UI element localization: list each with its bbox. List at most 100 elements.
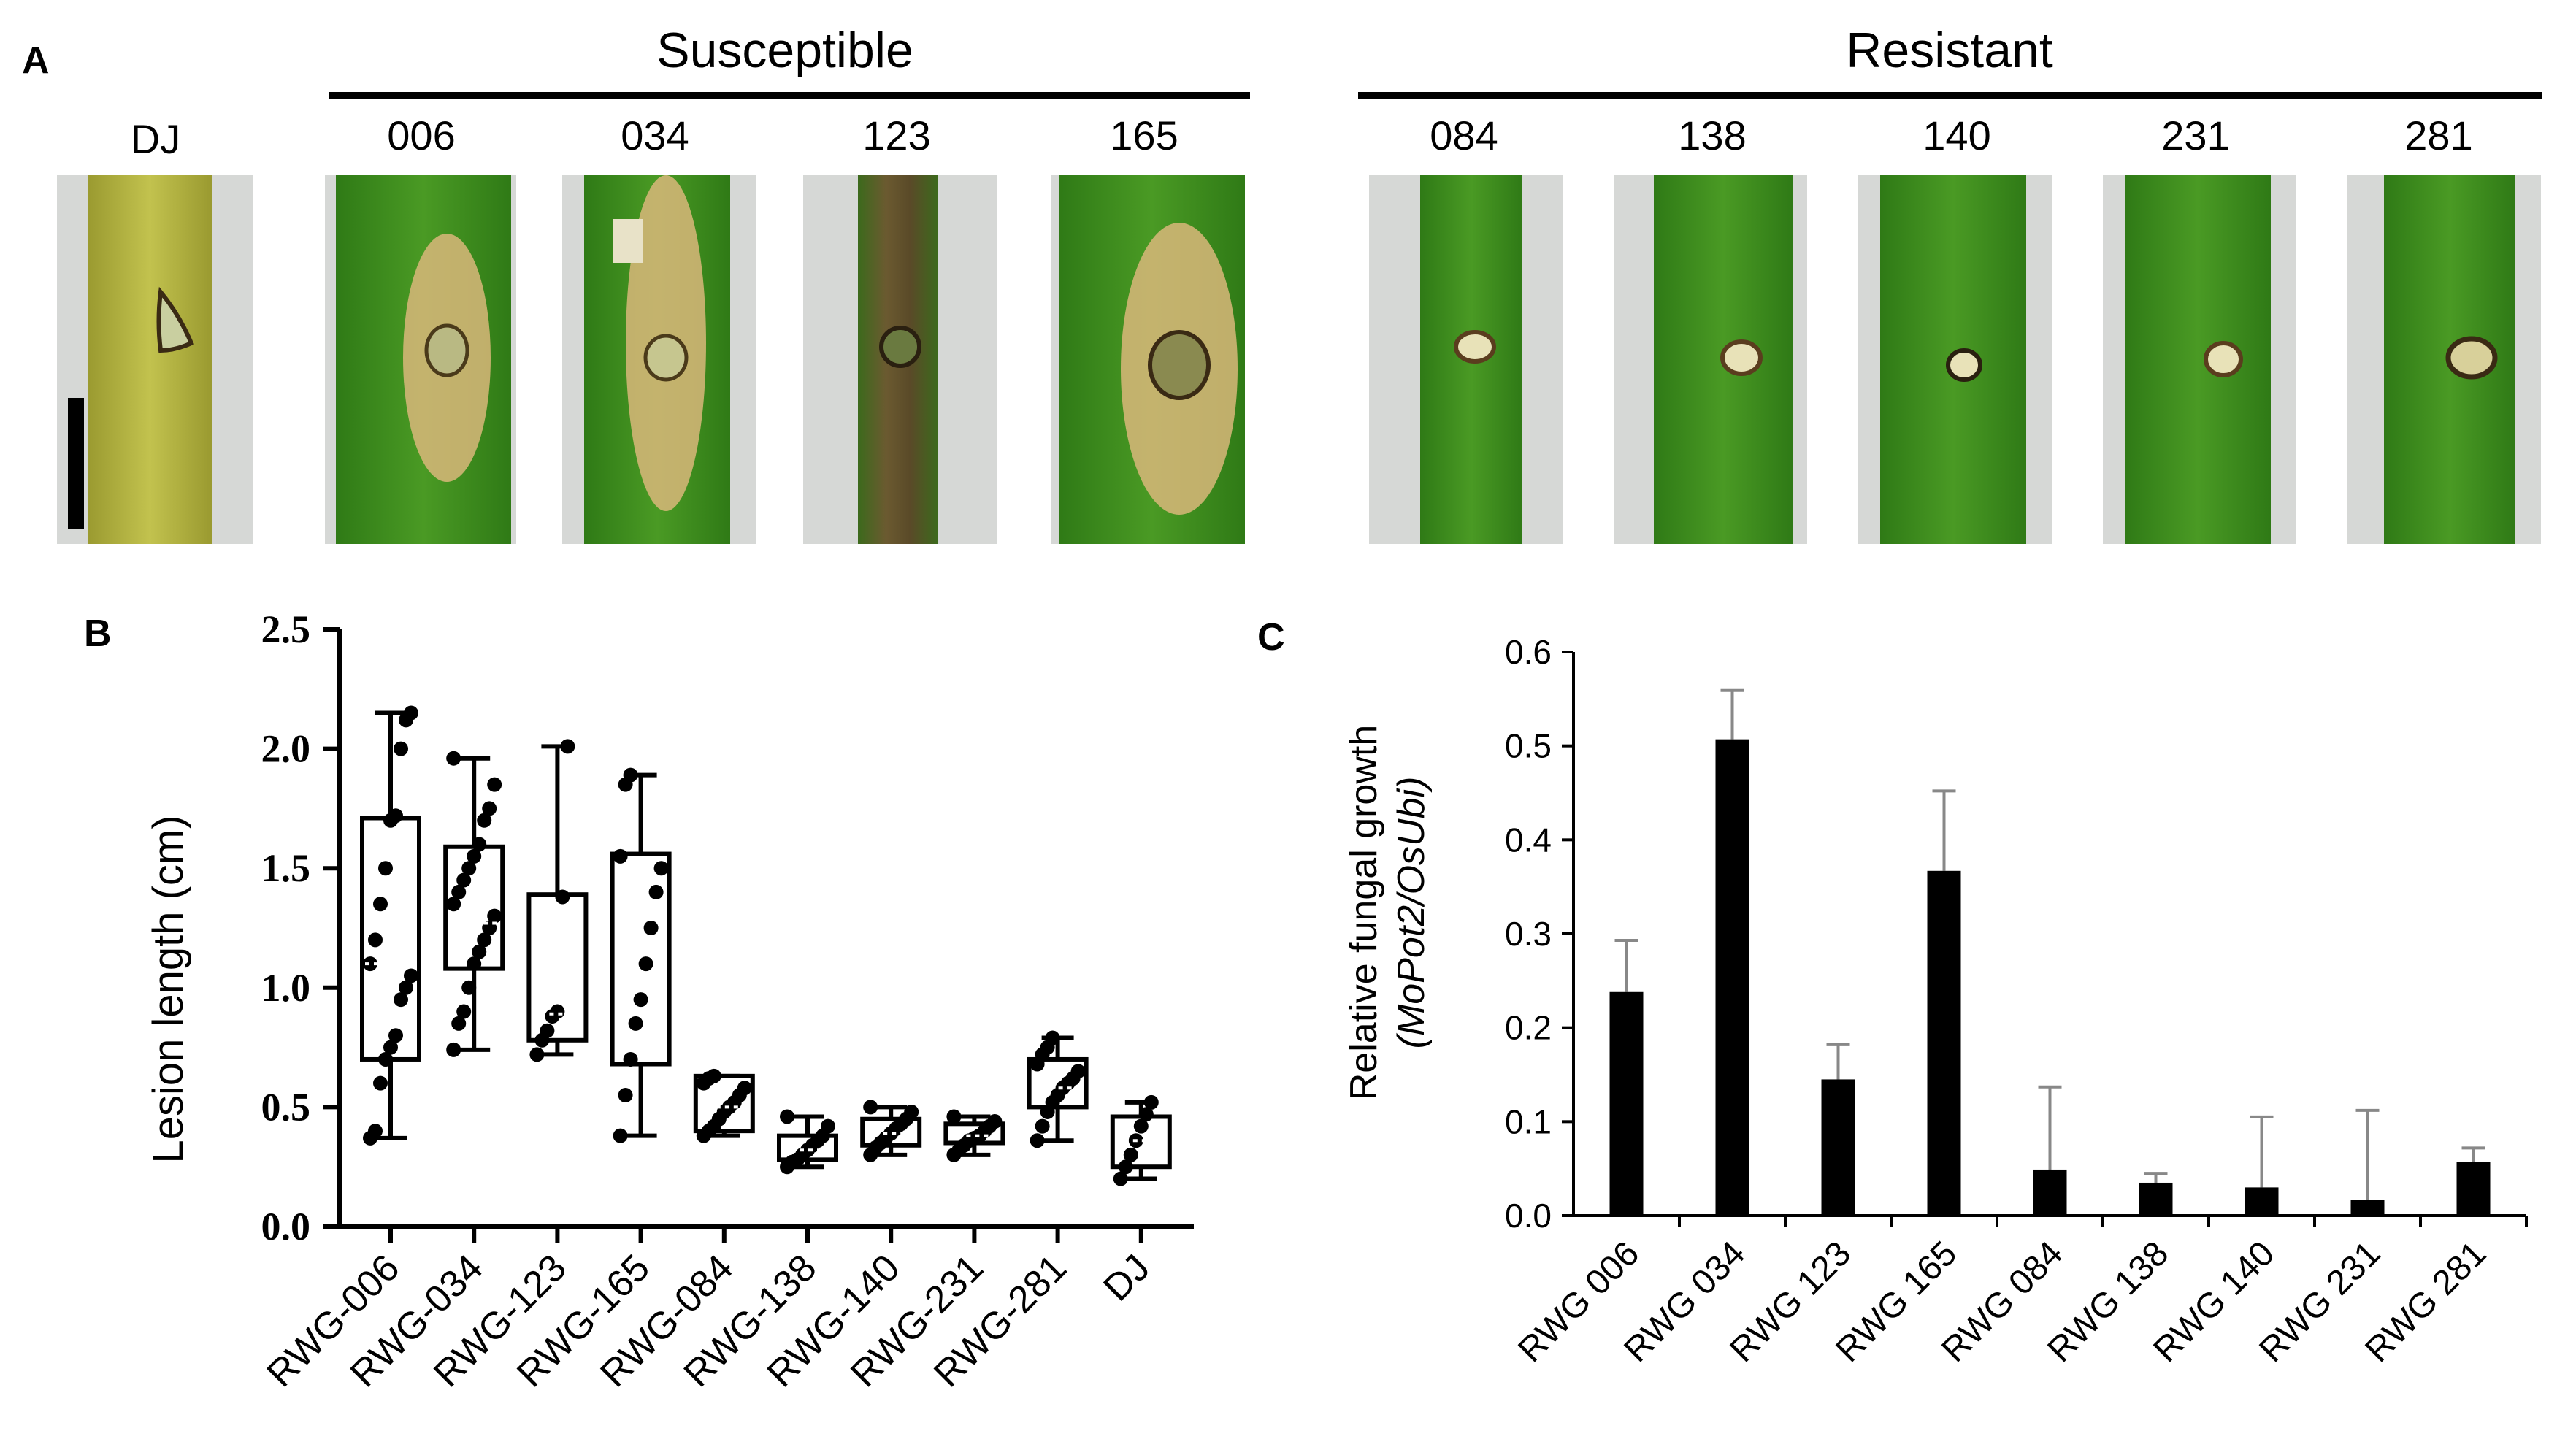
data-point (394, 741, 408, 756)
susceptible-group-bar (329, 92, 1250, 99)
data-point (461, 861, 477, 876)
bar-rwg-138 (2139, 1182, 2173, 1216)
panel-b-y-tick-label: 1.5 (261, 846, 311, 890)
data-point (613, 848, 628, 864)
data-point (643, 921, 659, 935)
data-point (780, 1109, 794, 1124)
panel-b-boxes (360, 705, 1172, 1186)
leaf-label-084: 084 (1430, 112, 1498, 158)
data-point (477, 813, 492, 828)
data-point (487, 777, 502, 792)
data-point (623, 767, 638, 783)
leaf-label-165: 165 (1110, 112, 1178, 158)
bar-rwg-281 (2456, 1162, 2491, 1216)
box-rwg-165 (610, 767, 672, 1143)
data-point (451, 884, 467, 899)
panel-b-y-tick-label: 0.0 (261, 1205, 311, 1248)
panel-c-bars (1609, 688, 2491, 1216)
data-point (388, 808, 403, 824)
data-point (1030, 1133, 1045, 1148)
data-point (613, 1128, 628, 1143)
box-rwg-138 (777, 1109, 838, 1175)
panel-b-letter: B (84, 613, 112, 655)
box-rwg-084 (693, 1068, 755, 1143)
scale-bar (68, 398, 84, 529)
data-point (904, 1104, 919, 1119)
panel-b-y-tick-label: 0.5 (261, 1085, 311, 1129)
panel-a-letter: A (22, 39, 50, 82)
data-point (618, 1088, 633, 1103)
bar-rwg-006 (1609, 991, 1644, 1216)
data-point (394, 992, 408, 1008)
panel-c-y-tick-label: 0.4 (1505, 821, 1552, 859)
data-point (446, 751, 461, 766)
panel-b: B Lesion length (cm) 0.00.51.01.52.02.5 … (84, 607, 1194, 1395)
leaf-label-140: 140 (1923, 112, 1990, 158)
leaf-photo-123 (803, 175, 997, 544)
panel-b-axes: 0.0 0.5 1.0 1.5 2.0 2.5 (261, 607, 1194, 1248)
data-point (482, 801, 497, 816)
box-rwg-123 (526, 739, 589, 1062)
data-point (737, 1081, 752, 1096)
data-point (623, 1051, 638, 1067)
panel-b-y-tick-label: 2.0 (261, 727, 311, 771)
resistant-group-title: Resistant (1846, 23, 2053, 78)
panel-c: C Relative fungal growth (MoPot2/OsUbi) … (1257, 616, 2528, 1370)
data-point (467, 956, 482, 972)
panel-c-y-tick-label: 0.3 (1505, 915, 1552, 953)
data-point (373, 897, 388, 912)
data-point (404, 705, 418, 721)
leaf-label-138: 138 (1678, 112, 1746, 158)
data-point (628, 1016, 643, 1031)
leaf-photo-084 (1369, 175, 1563, 544)
data-point (540, 1023, 555, 1038)
leaf-label-231: 231 (2161, 112, 2229, 158)
data-point (648, 884, 664, 899)
panel-c-y-tick-label: 0.2 (1505, 1009, 1552, 1047)
leaf-photo-dj (57, 175, 253, 544)
data-point (1138, 1107, 1154, 1122)
data-point (1035, 1118, 1050, 1134)
bar-rwg-034 (1715, 739, 1749, 1216)
leaf-label-dj: DJ (131, 116, 180, 162)
data-point (560, 739, 575, 754)
data-point (373, 1075, 388, 1091)
bar-rwg-123 (1821, 1079, 1855, 1216)
leaf-photo-140 (1858, 175, 2052, 544)
panel-c-letter: C (1257, 616, 1285, 659)
data-point (633, 992, 648, 1008)
data-point (1143, 1094, 1159, 1110)
panel-c-y-axis-label: Relative fungal growth (1343, 725, 1385, 1101)
data-point (946, 1109, 962, 1124)
panel-b-y-tick-label: 2.5 (261, 607, 311, 651)
leaf-photo-006 (325, 175, 516, 544)
box-rwg-006 (360, 705, 421, 1146)
data-point (399, 980, 413, 995)
data-point (461, 980, 477, 995)
data-point (1045, 1030, 1060, 1045)
data-point (987, 1114, 1003, 1129)
data-point (1118, 1159, 1133, 1175)
data-point (555, 889, 570, 905)
data-point (653, 861, 669, 876)
panel-c-y-axis-label-units: (MoPot2/OsUbi) (1390, 777, 1433, 1049)
data-point (863, 1100, 878, 1115)
leaf-photo-281 (2347, 175, 2541, 544)
data-point (383, 1040, 398, 1055)
panel-b-y-axis-label: Lesion length (cm) (145, 815, 192, 1163)
data-point (529, 1047, 545, 1062)
data-point (378, 861, 393, 876)
data-point (472, 944, 487, 959)
data-point (477, 932, 492, 948)
data-point (378, 1051, 393, 1067)
panel-c-y-tick-label: 0.1 (1505, 1102, 1552, 1140)
data-point (472, 837, 487, 852)
leaf-label-123: 123 (862, 112, 930, 158)
data-point (1123, 1147, 1138, 1162)
data-point (456, 872, 472, 888)
bar-rwg-165 (1927, 870, 1961, 1216)
bar-rwg-231 (2350, 1200, 2385, 1216)
data-point (456, 1004, 472, 1019)
